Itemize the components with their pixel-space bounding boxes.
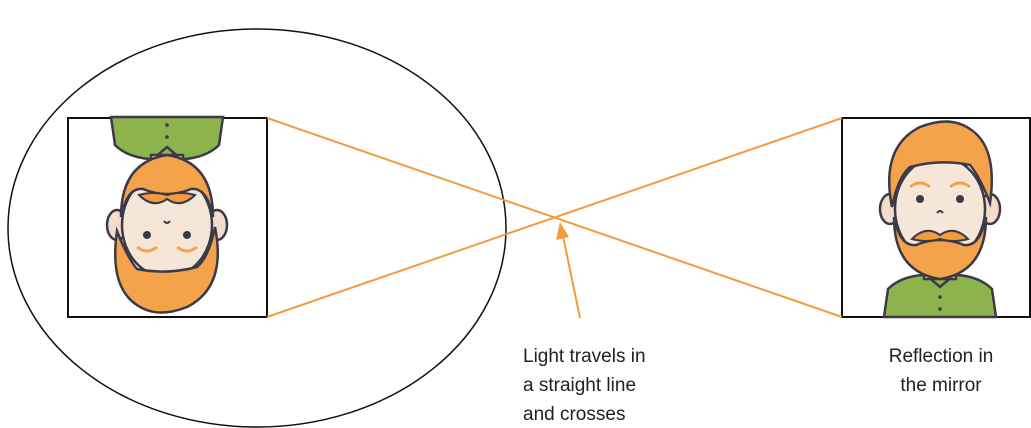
light-ray	[266, 117, 843, 318]
mirror-face	[878, 119, 1002, 319]
caption-line: Reflection in	[889, 346, 994, 367]
eye-lens	[7, 28, 507, 428]
arrow-head	[556, 222, 569, 240]
caption-line: the mirror	[900, 375, 982, 396]
caption-line: Light travels in	[523, 346, 646, 367]
pointer-arrow	[562, 235, 581, 319]
inverted-face	[105, 115, 229, 315]
caption-line: and crosses	[523, 404, 625, 425]
caption-line: a straight line	[523, 375, 636, 396]
